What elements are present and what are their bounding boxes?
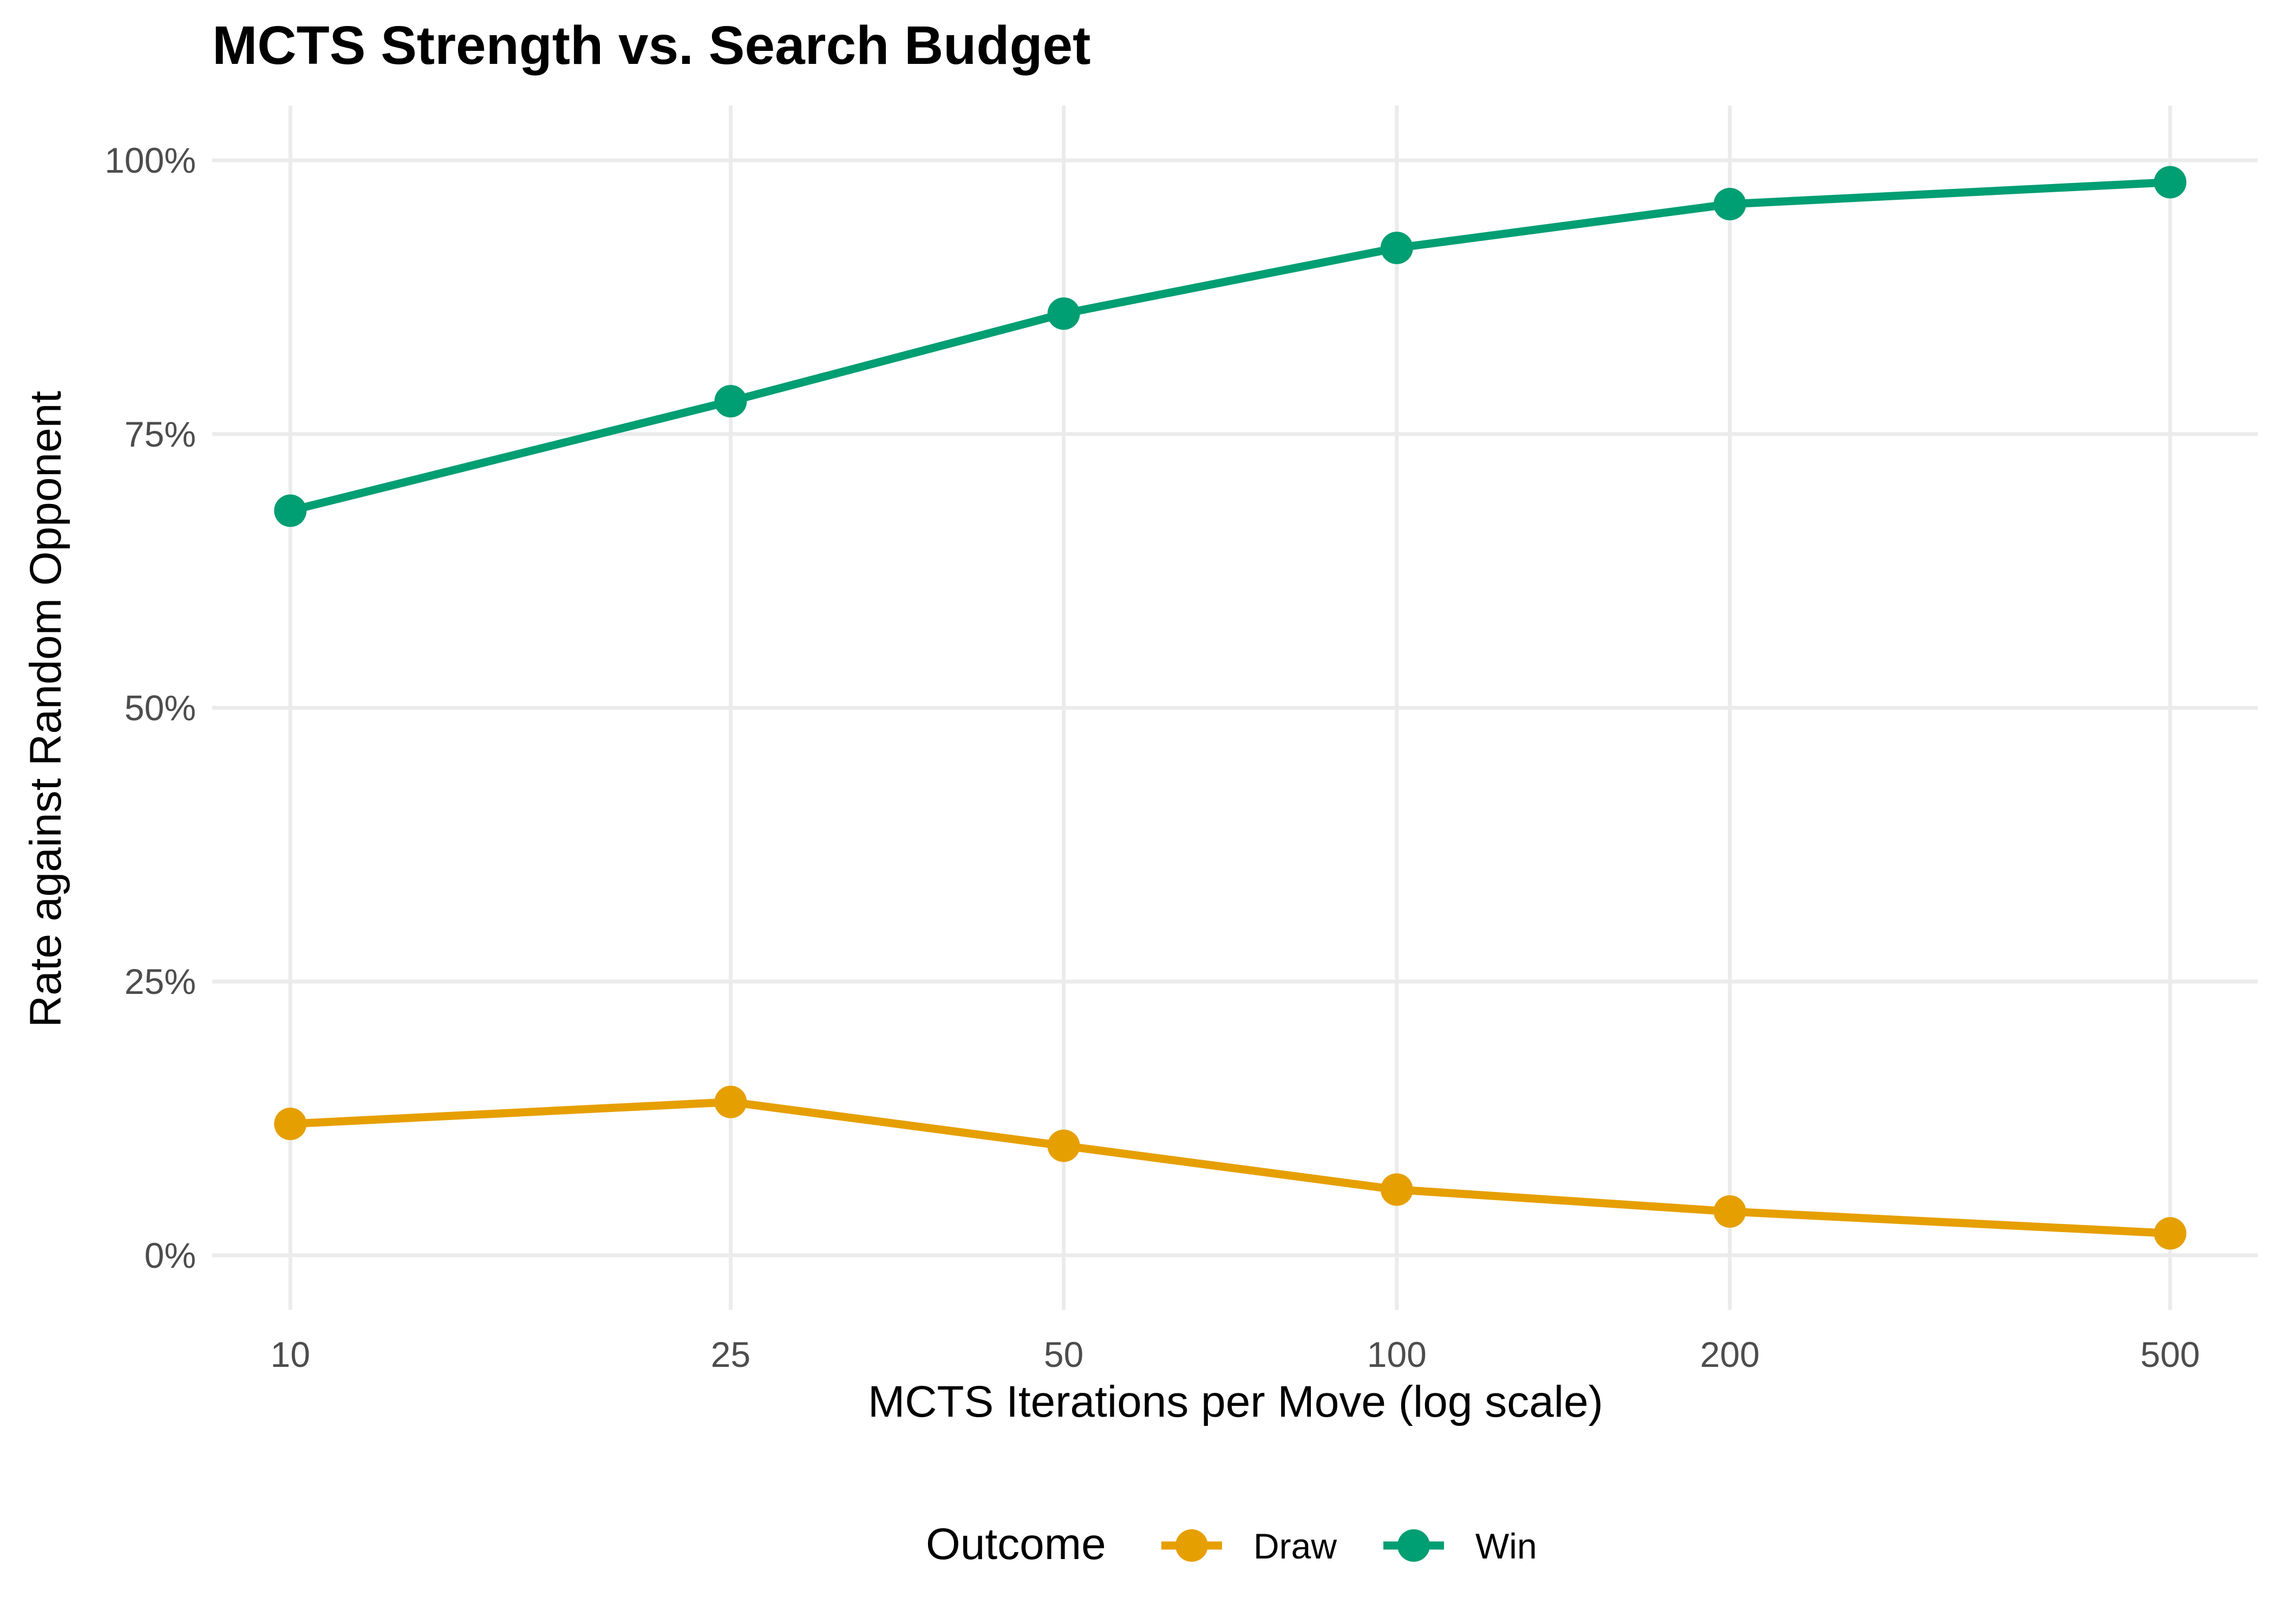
- win-point: [1047, 297, 1080, 330]
- series-layer: [274, 166, 2187, 1250]
- y-axis-title: Rate against Random Opponent: [21, 391, 70, 1027]
- draw-point: [1713, 1195, 1746, 1228]
- win-line: [286, 178, 2174, 515]
- win-point: [714, 385, 747, 418]
- x-tick-label: 50: [1044, 1334, 1083, 1374]
- draw-point: [1380, 1173, 1413, 1206]
- chart-title: MCTS Strength vs. Search Budget: [212, 15, 1090, 76]
- y-tick-label: 50%: [125, 688, 196, 728]
- legend-items: Draw Win: [1161, 1526, 1537, 1566]
- x-tick-label: 10: [271, 1334, 310, 1374]
- grid: [212, 106, 2258, 1310]
- draw-point: [714, 1085, 747, 1118]
- x-tick-label: 200: [1700, 1334, 1760, 1374]
- y-tick-label: 25%: [125, 961, 196, 1001]
- y-tick-label: 0%: [145, 1235, 196, 1275]
- y-tick-label: 75%: [125, 414, 196, 454]
- legend: Outcome Draw Win: [926, 1520, 1537, 1569]
- legend-title: Outcome: [926, 1520, 1106, 1569]
- y-tick-label: 100%: [104, 140, 196, 180]
- draw-point: [1047, 1129, 1080, 1162]
- win-point: [2154, 166, 2187, 199]
- win-point: [1713, 188, 1746, 221]
- win-point: [1380, 231, 1413, 264]
- draw-line: [286, 1098, 2174, 1237]
- y-axis-tick-labels: 0% 25% 50% 75% 100%: [104, 140, 196, 1275]
- draw-point: [274, 1108, 307, 1141]
- legend-label-win: Win: [1475, 1526, 1537, 1566]
- x-tick-label: 500: [2140, 1334, 2200, 1374]
- series-draw: [274, 1085, 2187, 1250]
- legend-key-point: [1397, 1529, 1430, 1562]
- series-win: [274, 166, 2187, 527]
- x-axis-title: MCTS Iterations per Move (log scale): [868, 1377, 1603, 1426]
- legend-item-draw: Draw: [1161, 1526, 1337, 1566]
- legend-item-win: Win: [1383, 1526, 1537, 1566]
- win-point: [274, 494, 307, 527]
- legend-key-point: [1175, 1529, 1208, 1562]
- legend-label-draw: Draw: [1253, 1526, 1337, 1566]
- x-tick-label: 25: [711, 1334, 750, 1374]
- x-axis-tick-labels: 10 25 50 100 200 500: [271, 1334, 2200, 1374]
- draw-point: [2154, 1217, 2187, 1250]
- x-tick-label: 100: [1367, 1334, 1427, 1374]
